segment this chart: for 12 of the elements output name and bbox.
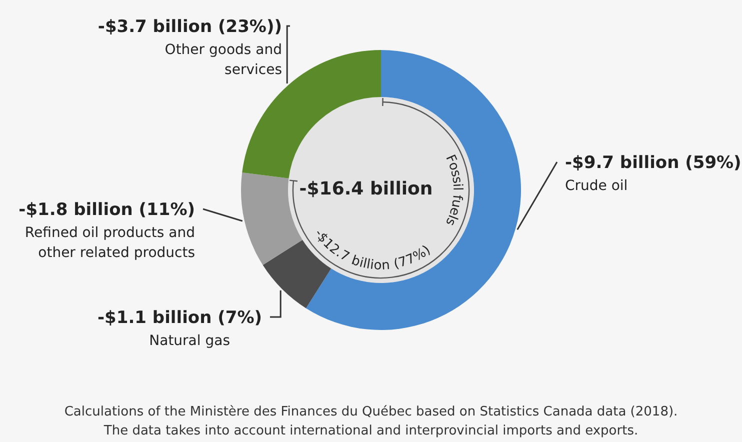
data-label: -$1.8 billion (11%) — [18, 200, 195, 220]
text: -$16.4 billion — [299, 178, 433, 200]
slice-label: Natural gas — [149, 333, 230, 349]
slice-label: Crude oil — [565, 178, 628, 194]
slice-label: Refined oil products and other related products — [24, 225, 195, 261]
data-label: -$3.7 billion (23%)) — [98, 17, 282, 37]
data-label: -$9.7 billion (59%) — [565, 153, 742, 173]
text: The data takes into account international and interprovincial imports and exports. — [102, 423, 638, 438]
data-label: -$1.1 billion (7%) — [98, 308, 262, 328]
text: Fossil fuels — [442, 152, 465, 228]
slice-label: Other goods and services — [164, 42, 282, 78]
text: Calculations of the Ministère des Finances du Québec based on Statistics Canada data (2018). — [64, 404, 678, 420]
